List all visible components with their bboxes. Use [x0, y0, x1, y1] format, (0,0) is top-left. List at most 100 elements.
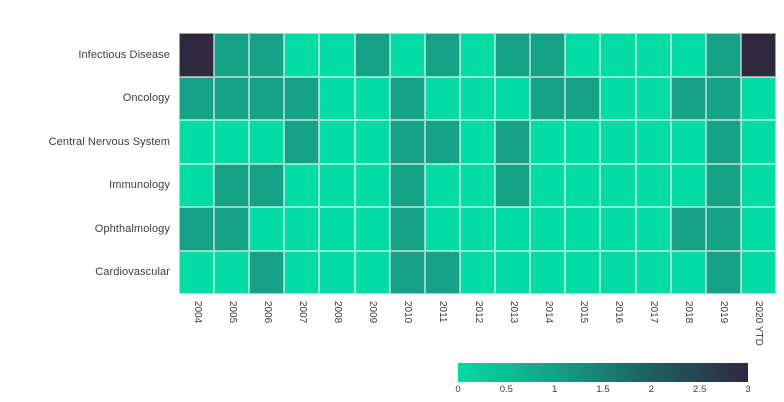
heatmap-cell-ophthalmology-2004[interactable] [179, 207, 215, 251]
heatmap-cell-cardiovascular-2004[interactable] [179, 250, 215, 294]
heatmap-cell-cardiovascular-2015[interactable] [565, 250, 601, 294]
heatmap-cell-immunology-2005[interactable] [214, 163, 250, 207]
heatmap-cell-ophthalmology-2020-ytd[interactable] [740, 207, 776, 251]
heatmap-cell-central-nervous-system-2015[interactable] [565, 120, 601, 164]
heatmap-cell-ophthalmology-2012[interactable] [459, 207, 496, 251]
heatmap-cell-ophthalmology-2019[interactable] [705, 207, 741, 251]
heatmap-cell-immunology-2006[interactable] [249, 163, 285, 207]
heatmap-cell-immunology-2017[interactable] [635, 163, 671, 207]
heatmap-cell-central-nervous-system-2020-ytd[interactable] [740, 120, 776, 164]
heatmap-cell-infectious-disease-2020-ytd[interactable] [740, 33, 776, 77]
heatmap-cell-immunology-2007[interactable] [284, 163, 320, 207]
heatmap-cell-central-nervous-system-2012[interactable] [459, 120, 496, 164]
heatmap-cell-oncology-2014[interactable] [530, 76, 566, 120]
heatmap-cell-immunology-2016[interactable] [600, 163, 636, 207]
heatmap-cell-immunology-2014[interactable] [530, 163, 566, 207]
heatmap-cell-oncology-2017[interactable] [635, 76, 671, 120]
heatmap-cell-oncology-2016[interactable] [600, 76, 636, 120]
heatmap-cell-infectious-disease-2008[interactable] [319, 33, 355, 77]
heatmap-cell-cardiovascular-2012[interactable] [459, 250, 496, 294]
heatmap-cell-immunology-2009[interactable] [354, 163, 390, 207]
heatmap-cell-cardiovascular-2014[interactable] [530, 250, 566, 294]
heatmap-cell-ophthalmology-2007[interactable] [284, 207, 320, 251]
heatmap-cell-infectious-disease-2019[interactable] [705, 33, 741, 77]
heatmap-cell-cardiovascular-2020-ytd[interactable] [740, 250, 776, 294]
heatmap-cell-oncology-2019[interactable] [705, 76, 741, 120]
heatmap-cell-cardiovascular-2008[interactable] [319, 250, 355, 294]
heatmap-cell-immunology-2018[interactable] [670, 163, 706, 207]
heatmap-cell-cardiovascular-2019[interactable] [705, 250, 741, 294]
heatmap-cell-oncology-2012[interactable] [459, 76, 496, 120]
heatmap-cell-oncology-2009[interactable] [354, 76, 390, 120]
heatmap-cell-ophthalmology-2010[interactable] [389, 207, 425, 251]
heatmap-cell-infectious-disease-2018[interactable] [670, 33, 706, 77]
heatmap-cell-oncology-2015[interactable] [565, 76, 601, 120]
heatmap-cell-immunology-2008[interactable] [319, 163, 355, 207]
heatmap-cell-infectious-disease-2015[interactable] [565, 33, 601, 77]
heatmap-cell-central-nervous-system-2006[interactable] [249, 120, 285, 164]
heatmap-cell-central-nervous-system-2008[interactable] [319, 120, 355, 164]
heatmap-cell-oncology-2013[interactable] [495, 76, 531, 120]
heatmap-cell-infectious-disease-2010[interactable] [389, 33, 425, 77]
heatmap-cell-cardiovascular-2009[interactable] [354, 250, 390, 294]
heatmap-cell-central-nervous-system-2016[interactable] [600, 120, 636, 164]
heatmap-cell-oncology-2007[interactable] [284, 76, 320, 120]
heatmap-cell-cardiovascular-2017[interactable] [635, 250, 671, 294]
heatmap-cell-infectious-disease-2005[interactable] [214, 33, 250, 77]
heatmap-cell-ophthalmology-2015[interactable] [565, 207, 601, 251]
heatmap-cell-central-nervous-system-2019[interactable] [705, 120, 741, 164]
heatmap-cell-cardiovascular-2018[interactable] [670, 250, 706, 294]
heatmap-cell-cardiovascular-2011[interactable] [424, 250, 460, 294]
heatmap-cell-oncology-2020-ytd[interactable] [740, 76, 776, 120]
heatmap-cell-ophthalmology-2018[interactable] [670, 207, 706, 251]
heatmap-cell-ophthalmology-2016[interactable] [600, 207, 636, 251]
heatmap-cell-cardiovascular-2010[interactable] [389, 250, 425, 294]
heatmap-cell-infectious-disease-2006[interactable] [249, 33, 285, 77]
heatmap-cell-ophthalmology-2009[interactable] [354, 207, 390, 251]
heatmap-cell-immunology-2012[interactable] [459, 163, 496, 207]
heatmap-cell-central-nervous-system-2010[interactable] [389, 120, 425, 164]
heatmap-cell-oncology-2008[interactable] [319, 76, 355, 120]
heatmap-cell-central-nervous-system-2014[interactable] [530, 120, 566, 164]
heatmap-cell-central-nervous-system-2007[interactable] [284, 120, 320, 164]
heatmap-cell-central-nervous-system-2017[interactable] [635, 120, 671, 164]
heatmap-cell-central-nervous-system-2018[interactable] [670, 120, 706, 164]
heatmap-cell-central-nervous-system-2009[interactable] [354, 120, 390, 164]
heatmap-cell-ophthalmology-2014[interactable] [530, 207, 566, 251]
heatmap-cell-infectious-disease-2009[interactable] [354, 33, 390, 77]
heatmap-cell-central-nervous-system-2011[interactable] [424, 120, 460, 164]
heatmap-cell-central-nervous-system-2013[interactable] [495, 120, 531, 164]
heatmap-cell-immunology-2019[interactable] [705, 163, 741, 207]
heatmap-cell-infectious-disease-2017[interactable] [635, 33, 671, 77]
heatmap-cell-ophthalmology-2017[interactable] [635, 207, 671, 251]
heatmap-cell-cardiovascular-2007[interactable] [284, 250, 320, 294]
heatmap-cell-immunology-2010[interactable] [389, 163, 425, 207]
heatmap-cell-immunology-2020-ytd[interactable] [740, 163, 776, 207]
heatmap-cell-immunology-2004[interactable] [179, 163, 215, 207]
heatmap-cell-infectious-disease-2007[interactable] [284, 33, 320, 77]
heatmap-cell-central-nervous-system-2004[interactable] [179, 120, 215, 164]
heatmap-cell-immunology-2013[interactable] [495, 163, 531, 207]
heatmap-cell-cardiovascular-2005[interactable] [214, 250, 250, 294]
heatmap-cell-central-nervous-system-2005[interactable] [214, 120, 250, 164]
heatmap-cell-infectious-disease-2004[interactable] [179, 33, 215, 77]
heatmap-cell-oncology-2004[interactable] [179, 76, 215, 120]
heatmap-cell-immunology-2011[interactable] [424, 163, 460, 207]
heatmap-cell-ophthalmology-2013[interactable] [495, 207, 531, 251]
heatmap-cell-oncology-2010[interactable] [389, 76, 425, 120]
heatmap-cell-oncology-2018[interactable] [670, 76, 706, 120]
heatmap-cell-infectious-disease-2012[interactable] [459, 33, 496, 77]
heatmap-cell-cardiovascular-2006[interactable] [249, 250, 285, 294]
heatmap-cell-infectious-disease-2016[interactable] [600, 33, 636, 77]
heatmap-cell-ophthalmology-2005[interactable] [214, 207, 250, 251]
heatmap-cell-ophthalmology-2011[interactable] [424, 207, 460, 251]
heatmap-cell-infectious-disease-2011[interactable] [424, 33, 460, 77]
heatmap-cell-immunology-2015[interactable] [565, 163, 601, 207]
heatmap-cell-infectious-disease-2014[interactable] [530, 33, 566, 77]
heatmap-cell-ophthalmology-2008[interactable] [319, 207, 355, 251]
heatmap-cell-oncology-2011[interactable] [424, 76, 460, 120]
heatmap-cell-cardiovascular-2016[interactable] [600, 250, 636, 294]
heatmap-cell-cardiovascular-2013[interactable] [495, 250, 531, 294]
heatmap-cell-oncology-2006[interactable] [249, 76, 285, 120]
heatmap-cell-infectious-disease-2013[interactable] [495, 33, 531, 77]
